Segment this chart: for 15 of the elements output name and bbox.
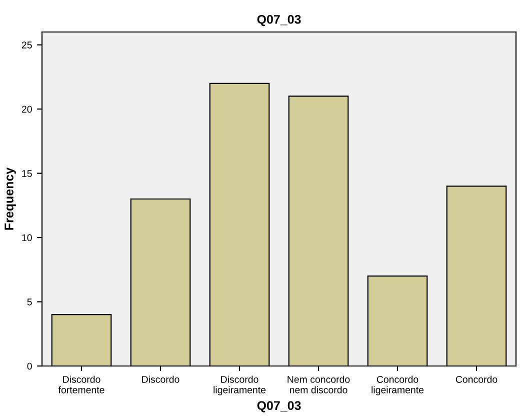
x-tick-label: Concordo: [456, 376, 498, 383]
y-tick-label: 20: [22, 106, 32, 113]
y-tick-label: 25: [22, 42, 32, 48]
y-tick-label: 5: [27, 298, 32, 306]
y-tick-label: 10: [22, 234, 32, 242]
chart-title: Q07_03: [257, 14, 301, 26]
x-tick-label: Discordo fortemente: [58, 376, 104, 394]
y-tick-label: 15: [22, 170, 32, 177]
y-axis-title: Frequency: [4, 167, 16, 230]
x-tick-label: Discordo ligeiramente: [214, 376, 266, 396]
x-tick-label: Discordo: [142, 376, 180, 383]
x-tick-label: Concordo ligeiramente: [372, 376, 424, 396]
x-tick-label: Nem concordo nem discordo: [288, 376, 350, 394]
x-axis-title: Q07_03: [257, 401, 301, 412]
y-tick-label: 0: [27, 362, 32, 370]
